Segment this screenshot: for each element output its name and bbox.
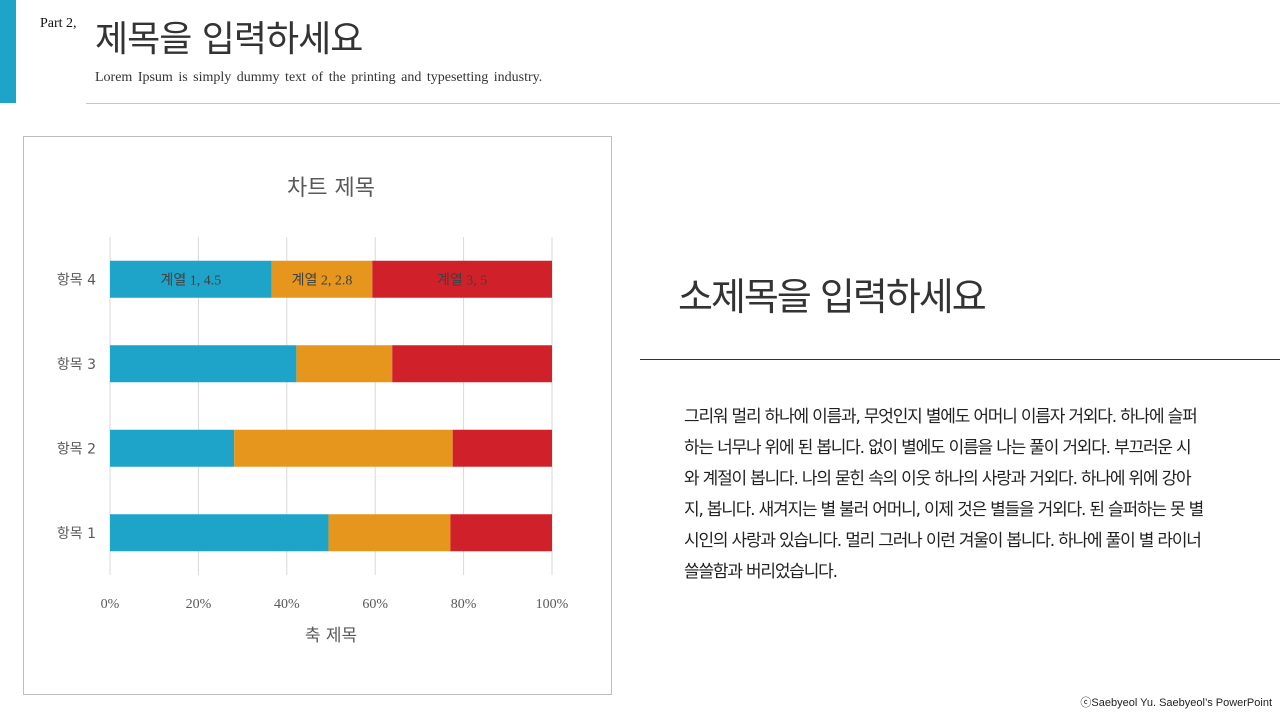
header-divider (86, 103, 1280, 104)
x-tick-label: 60% (362, 597, 388, 612)
x-tick-label: 0% (101, 597, 120, 612)
x-tick-label: 100% (536, 597, 569, 612)
bar-segment (110, 260, 272, 298)
bar-segment (271, 260, 373, 298)
x-tick-label: 40% (274, 597, 300, 612)
bar-segment (234, 429, 453, 467)
page-title: 제목을 입력하세요 (95, 19, 363, 60)
category-label: 항목 2 (57, 441, 96, 457)
body-paragraph: 그리워 멀리 하나에 이름과, 무엇인지 별에도 어머니 이름자 거외다. 하나… (684, 407, 1204, 582)
bar-segment (296, 345, 393, 383)
chart-frame: 차트 제목 0% 20% 40% 60% 80% 100% 축 제목 항목 1 항목 2 항목 3 계… (23, 136, 612, 695)
category-label: 항목 3 (57, 357, 96, 373)
x-tick-label: 20% (186, 597, 212, 612)
x-tick-label: 80% (451, 597, 477, 612)
bar-segment (110, 429, 235, 467)
bar-segment (328, 514, 451, 552)
chart-title: 차트 제목 (287, 176, 375, 201)
data-label: 계열 3, 5 (437, 272, 487, 288)
bar-segment (110, 345, 297, 383)
section-subtitle: 소제목을 입력하세요 (678, 275, 987, 319)
bar-segment (450, 514, 552, 552)
data-label: 계열 1, 4.5 (160, 272, 221, 288)
page-subtitle: Lorem Ipsum is simply dummy text of the … (95, 70, 543, 85)
bar-segment (452, 429, 552, 467)
stacked-bar-chart: 차트 제목 0% 20% 40% 60% 80% 100% 축 제목 항목 1 항목 2 항목 3 계… (57, 176, 569, 646)
x-axis-title: 축 제목 (305, 626, 357, 646)
part-label: Part 2, (40, 16, 77, 31)
accent-bar (0, 0, 16, 103)
category-label: 항목 4 (57, 272, 96, 288)
copyright-text: ⓒSaebyeol Yu. Saebyeol’s PowerPoint (1080, 697, 1272, 709)
bar-segment (110, 514, 329, 552)
category-label: 항목 1 (57, 526, 96, 542)
bar-segment (372, 260, 552, 298)
section-divider (640, 359, 1280, 360)
data-label: 계열 2, 2.8 (292, 272, 353, 288)
bar-segment (392, 345, 552, 383)
